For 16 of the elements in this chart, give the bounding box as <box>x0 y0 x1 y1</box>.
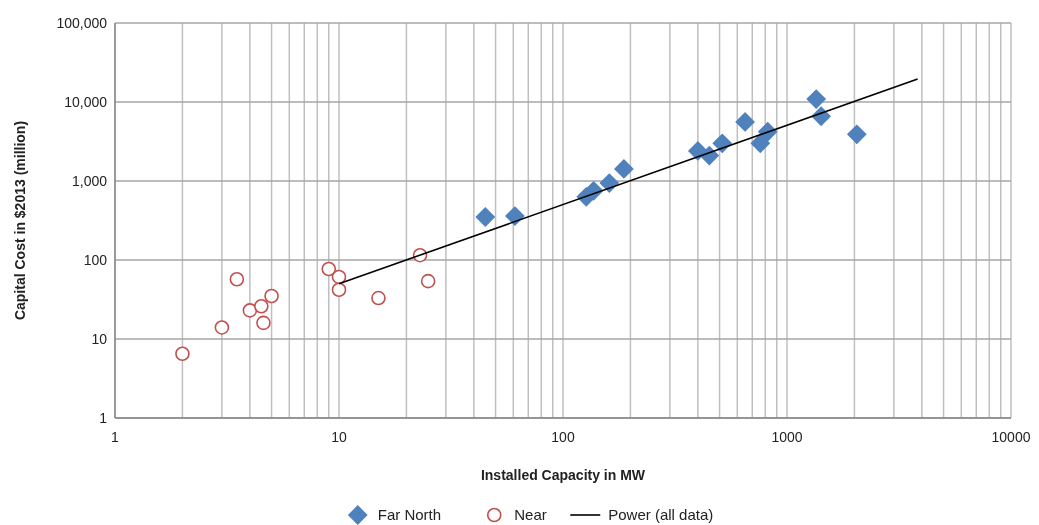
y-tick-label: 100,000 <box>56 15 108 31</box>
y-axis-title: Capital Cost in $2013 (million) <box>12 120 28 321</box>
y-tick-label: 1 <box>99 410 108 426</box>
x-tick-label: 10 <box>331 429 347 445</box>
y-tick-label: 10,000 <box>64 94 108 110</box>
x-tick-label: 1 <box>111 429 120 445</box>
y-tick-label: 1,000 <box>71 173 108 189</box>
y-tick-label: 100 <box>83 252 108 268</box>
y-tick-label: 10 <box>91 331 108 347</box>
x-axis-title: Installed Capacity in MW <box>480 467 646 483</box>
legend-label: Power (all data) <box>608 506 714 523</box>
legend-label: Far North <box>377 506 442 523</box>
x-tick-label: 1000 <box>771 429 803 445</box>
legend-label: Near <box>514 506 547 523</box>
x-tick-label: 10000 <box>991 429 1031 445</box>
x-tick-label: 100 <box>551 429 575 445</box>
